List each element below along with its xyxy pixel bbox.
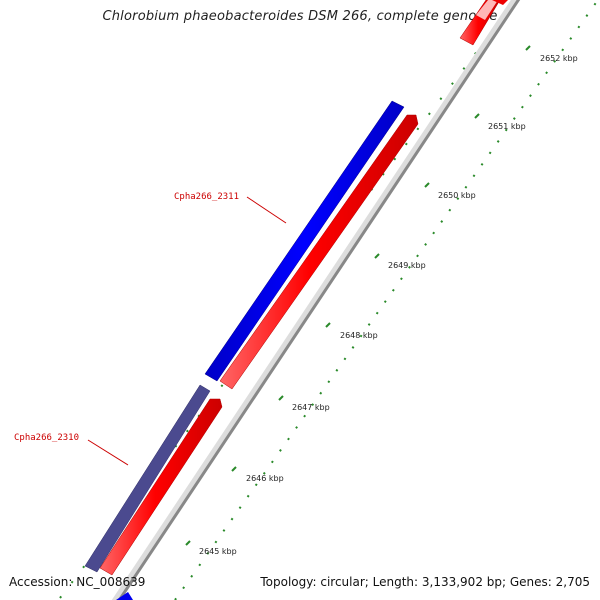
tick-label-2652: 2652 kbp: [540, 54, 578, 63]
gene-label-leader-2310: [87, 439, 129, 466]
map-title: Chlorobium phaeobacteroides DSM 266, com…: [102, 9, 498, 24]
gene-label-cpha266-2310[interactable]: Cpha266_2310: [14, 433, 79, 443]
gene-label-leader-2311: [246, 196, 287, 224]
scale-track: [174, 0, 600, 600]
gene-next-forward[interactable]: [116, 592, 133, 600]
gene-cpha266-2311-reverse[interactable]: [219, 114, 419, 390]
genome-backbone: [111, 0, 521, 600]
tick-label-2648: 2648 kbp: [340, 331, 378, 340]
gene-top-reverse[interactable]: [459, 0, 508, 46]
gene-label-cpha266-2311[interactable]: Cpha266_2311: [174, 192, 239, 202]
tick-label-2650: 2650 kbp: [438, 191, 476, 200]
accession-text: Accession: NC_008639: [9, 575, 146, 589]
tick-label-2645: 2645 kbp: [199, 547, 237, 556]
gene-cpha266-2310-forward[interactable]: [84, 384, 211, 573]
scale-major-ticks: [185, 45, 531, 546]
gene-cpha266-2311-forward[interactable]: [204, 100, 405, 382]
genome-summary-text: Topology: circular; Length: 3,133,902 bp…: [260, 575, 590, 589]
tick-label-2649: 2649 kbp: [388, 261, 426, 270]
tick-label-2651: 2651 kbp: [488, 122, 526, 131]
tick-label-2646: 2646 kbp: [246, 474, 284, 483]
tick-label-2647: 2647 kbp: [292, 403, 330, 412]
gene-cpha266-2310-reverse[interactable]: [99, 398, 223, 576]
